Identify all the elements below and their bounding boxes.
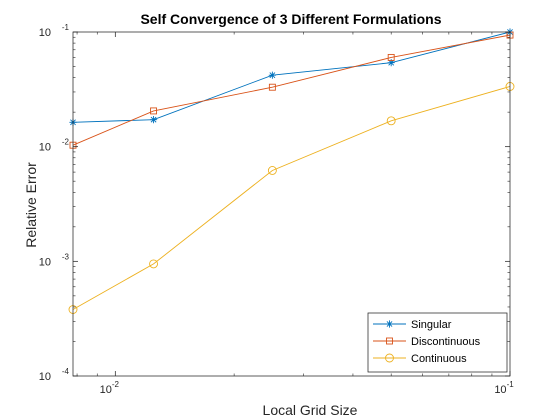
data-point-discontinuous [387, 53, 395, 61]
series-line-discontinuous [72, 34, 511, 146]
x-tick-label: 10-2 [100, 380, 120, 396]
data-point-continuous [149, 259, 159, 269]
legend: Singular Discontinuous Continuous [367, 312, 508, 373]
y-tick-label-exponent: -3 [62, 252, 70, 261]
y-tick-label-base: 10 [39, 371, 51, 383]
legend-label-continuous: Continuous [411, 353, 467, 365]
y-tick-label-exponent: -4 [62, 367, 70, 376]
x-tick-label-base: 10 [494, 384, 506, 396]
data-point-continuous [267, 166, 277, 175]
y-tick-label-exponent: -2 [62, 138, 70, 147]
legend-label-discontinuous: Discontinuous [411, 336, 481, 348]
series-line-continuous [72, 86, 511, 310]
legend-marker-singular [385, 320, 394, 328]
x-tick-label: 10-1 [494, 380, 514, 396]
legend-marker-discontinuous [386, 337, 393, 345]
data-point-discontinuous [150, 107, 158, 115]
y-tick-label-base: 10 [39, 27, 51, 39]
axes-layer: 10-2 10-110-410-310-210-1 [39, 23, 514, 396]
y-tick-label-base: 10 [39, 256, 51, 268]
data-point-singular [387, 59, 395, 67]
chart-title: Self Convergence of 3 Different Formulat… [140, 11, 441, 27]
y-tick-label-base: 10 [39, 142, 51, 154]
axes-box [72, 31, 511, 377]
legend-label-singular: Singular [411, 319, 452, 331]
legend-marker-continuous [385, 353, 394, 363]
x-tick-label-base: 10 [100, 384, 112, 396]
data-point-discontinuous [268, 83, 276, 91]
data-point-continuous [386, 116, 396, 126]
y-tick-label: 10 -2 [39, 138, 70, 154]
y-tick-label: 10 -1 [39, 23, 70, 39]
y-tick-label-exponent: -1 [62, 23, 70, 32]
x-tick-label-exponent: -1 [507, 380, 515, 389]
x-axis-label: Local Grid Size [263, 402, 358, 418]
data-point-singular [149, 116, 158, 124]
x-tick-label-exponent: -2 [112, 380, 120, 389]
y-tick-label: 10 -3 [39, 252, 70, 268]
data-point-singular [268, 71, 276, 79]
y-tick-label: 10 -4 [39, 367, 70, 383]
y-axis-label: Relative Error [23, 162, 39, 248]
